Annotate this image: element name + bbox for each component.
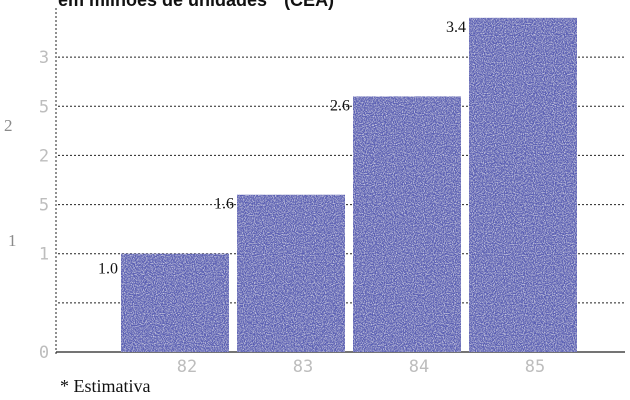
data-label: 1.0 xyxy=(98,261,118,278)
y-tick-labels: 0 1 5 2 5 3 xyxy=(39,48,49,363)
bars xyxy=(121,17,577,352)
x-tick-label: 84 xyxy=(409,357,429,377)
y-tick-label: 5 xyxy=(39,196,49,216)
y-tick-label: 5 xyxy=(39,97,49,117)
y-tick-label: 3 xyxy=(39,48,49,68)
footnote: * Estimativa xyxy=(60,376,150,396)
y-tick-label: 2 xyxy=(39,146,49,166)
bar xyxy=(469,17,577,352)
bar xyxy=(353,96,461,352)
x-tick-labels: 82 83 84 85 xyxy=(177,357,545,377)
x-tick-label: 85 xyxy=(525,357,545,377)
side-label-2: 2 xyxy=(4,116,13,135)
bar xyxy=(121,253,229,352)
data-label: 1.6 xyxy=(214,196,234,213)
x-tick-label: 83 xyxy=(293,357,313,377)
side-label-1: 1 xyxy=(8,231,17,250)
x-tick-label: 82 xyxy=(177,357,197,377)
y-tick-label: 0 xyxy=(39,343,49,363)
data-label: 2.6 xyxy=(330,97,350,114)
data-label: 3.4 xyxy=(446,19,466,36)
y-tick-label: 1 xyxy=(39,245,49,265)
data-labels: 1.0 1.6 2.6 3.4 xyxy=(98,19,466,278)
bar xyxy=(237,194,345,352)
chart-title: em milhões de unidades * (CEA) xyxy=(58,0,334,10)
